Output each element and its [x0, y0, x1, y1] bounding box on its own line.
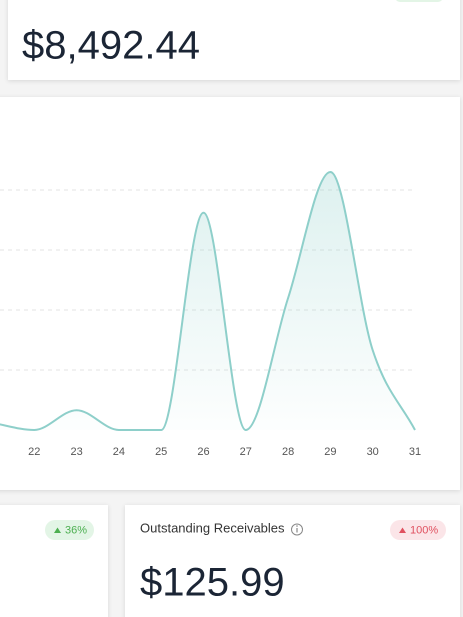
badge — [45, 520, 94, 540]
x-tick-label: 30 — [367, 446, 379, 458]
up-arrow — [54, 527, 61, 533]
line — [0, 170, 416, 432]
chart-card — [0, 97, 460, 490]
chart: 22 23 24 25 26 27 28 29 30 31 — [0, 170, 421, 458]
x-tick-label: 24 — [113, 446, 125, 458]
x-tick-label: 25 — [155, 446, 167, 458]
x-tick-label: 23 — [70, 446, 82, 458]
up-arrow — [399, 527, 406, 533]
top-badge — [396, 0, 442, 2]
x-tick-label: 22 — [28, 446, 40, 458]
badge — [390, 520, 446, 540]
x-tick-label: 29 — [324, 446, 336, 458]
badge-text: 100% — [410, 524, 438, 536]
top-card-value: $8,492.44 — [22, 24, 200, 68]
top-card — [8, 0, 460, 80]
card-title: Outstanding Receivables — [140, 520, 285, 535]
x-tick-label: 28 — [282, 446, 294, 458]
x-tick-label: 27 — [240, 446, 252, 458]
area — [0, 172, 415, 430]
x-tick-label: 26 — [197, 446, 209, 458]
badge-text: 36% — [65, 524, 87, 536]
info-icon[interactable] — [291, 523, 303, 536]
x-tick-label: 31 — [409, 446, 421, 458]
card-value: $125.99 — [140, 561, 285, 605]
